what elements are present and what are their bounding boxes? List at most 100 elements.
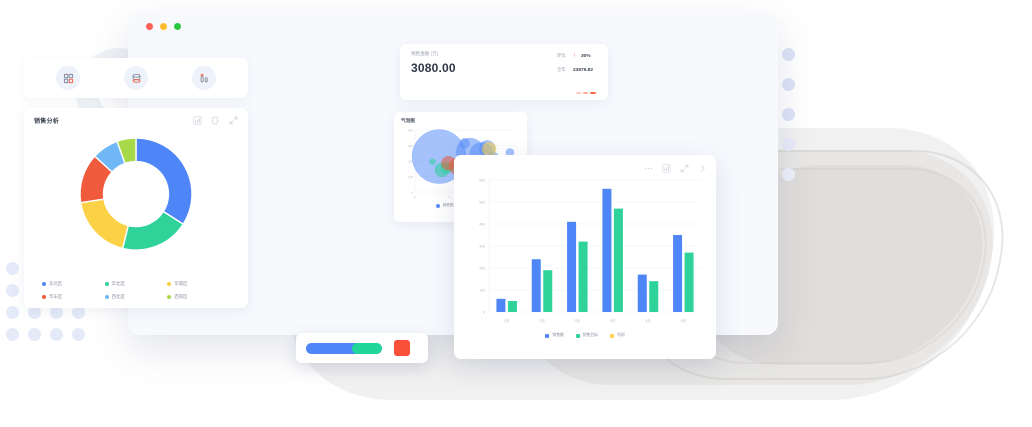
legend-swatch (575, 333, 580, 338)
legend-label: 东北区 (49, 281, 63, 286)
y-axis-tick: 0 (483, 311, 485, 315)
window-titlebar (128, 12, 778, 40)
progress-toggle[interactable] (306, 342, 382, 354)
bubble-chart-title: 气泡图 (401, 118, 415, 123)
mobile-preview-icon[interactable] (211, 116, 220, 125)
legend-swatch (435, 203, 440, 208)
y-axis-tick: 40k (479, 223, 485, 227)
y-axis-tick: 200 (408, 159, 413, 163)
toolbar-card (24, 58, 248, 98)
legend-label: 利润 (616, 333, 625, 337)
kpi-row-key: 全年 (556, 67, 566, 72)
legend-item[interactable]: 销售目标 (575, 333, 598, 338)
bar-rect[interactable] (507, 301, 517, 312)
bar-chart-icon-button[interactable] (192, 66, 216, 90)
bar-rect[interactable] (567, 221, 577, 312)
y-axis-tick: 400 (408, 128, 413, 132)
x-axis-tick: 2月 (539, 318, 545, 323)
legend-swatch (609, 333, 614, 338)
window-maximize-dot[interactable] (174, 22, 181, 30)
bar-rect[interactable] (684, 252, 694, 312)
y-axis-tick: 100 (408, 175, 413, 179)
x-axis-tick: 3月 (575, 318, 581, 323)
bar-rect[interactable] (673, 235, 683, 312)
legend-label: 华东区 (49, 294, 63, 299)
bar-chart-svg: 0 10k 20k 30k 40k 50k 60k 1月 2月 3月 4月 5月 6月 (479, 179, 701, 323)
legend-label: 销售额 (552, 333, 564, 337)
window-minimize-dot[interactable] (160, 22, 167, 30)
y-axis-tick: 20k (479, 267, 485, 271)
legend-label: 销售额 (442, 203, 454, 207)
legend-item[interactable]: 西南区 (167, 294, 230, 300)
kpi-row: 全年 23879.82 (557, 67, 593, 73)
legend-swatch (545, 333, 550, 338)
donut-chart (34, 129, 238, 259)
bar-rect[interactable] (531, 259, 541, 312)
bar-card-actions (463, 162, 707, 174)
dashboard-grid-icon-button[interactable] (56, 66, 80, 90)
legend-swatch (167, 282, 172, 286)
playback-control-bar (296, 333, 428, 363)
kpi-card: 销售金额 (万) 3080.00 环比 ↑ 30% 全年 23879.82 (400, 44, 608, 100)
bar-rect[interactable] (543, 270, 553, 312)
sales-card-actions (193, 116, 238, 125)
legend-item[interactable]: 华东区 (42, 294, 105, 300)
bar-chart-legend: 销售额 销售目标 利润 (463, 333, 707, 338)
bar-rect[interactable] (496, 298, 506, 312)
y-axis-tick: 0 (411, 190, 413, 194)
donut-slice[interactable] (116, 137, 137, 165)
bar-rect[interactable] (637, 274, 647, 312)
kpi-sparkline (576, 92, 596, 94)
legend-swatch (104, 295, 109, 299)
legend-label: 西南区 (174, 294, 188, 299)
expand-icon[interactable] (680, 164, 689, 173)
legend-swatch (42, 282, 46, 286)
kpi-row-value: 23879.82 (572, 67, 593, 73)
bar-rect[interactable] (649, 281, 659, 312)
legend-item[interactable]: 华南区 (167, 281, 230, 287)
legend-item[interactable]: 华北区 (104, 281, 168, 287)
bubble-point[interactable] (429, 158, 436, 165)
bar-chart-icon[interactable] (662, 164, 671, 173)
bar-rect[interactable] (602, 188, 612, 312)
legend-swatch (167, 295, 172, 299)
legend-item[interactable]: 西北区 (104, 294, 168, 300)
donut-slice[interactable] (79, 198, 130, 250)
donut-chart-svg (79, 137, 193, 251)
sales-card-title: 销售分析 (34, 119, 60, 125)
kpi-label: 销售金额 (万) (411, 51, 439, 56)
kpi-row: 环比 ↑ 30% (557, 53, 593, 59)
next-icon[interactable] (698, 164, 707, 173)
legend-item[interactable]: 销售额 (435, 203, 454, 208)
kpi-metrics: 环比 ↑ 30% 全年 23879.82 (557, 51, 597, 93)
trend-up-icon: ↑ (572, 53, 576, 59)
y-axis-tick: 50k (479, 201, 485, 205)
donut-legend: 东北区 华北区 华南区华东区 西北区 西南区 (24, 281, 248, 300)
legend-item[interactable]: 销售额 (545, 333, 564, 338)
legend-swatch (42, 295, 46, 299)
database-layers-icon-button[interactable] (124, 66, 148, 90)
sales-analysis-card: 销售分析 (24, 108, 248, 308)
x-axis-tick: 0 (414, 195, 416, 199)
x-axis-tick: 1月 (504, 318, 510, 323)
kpi-row-value: 30% (580, 53, 591, 59)
window-close-dot[interactable] (146, 22, 153, 30)
x-axis-tick: 6月 (681, 318, 687, 323)
legend-label: 销售目标 (582, 333, 598, 337)
more-icon[interactable] (644, 164, 653, 173)
x-axis-tick: 1 (448, 195, 450, 199)
expand-icon[interactable] (229, 116, 238, 125)
side-dots-decoration (782, 48, 795, 181)
legend-label: 华北区 (111, 281, 125, 286)
y-axis-tick: 60k (479, 179, 485, 183)
bar-chart-icon[interactable] (193, 116, 202, 125)
kpi-row-key: 环比 (556, 53, 566, 58)
kpi-value: 3080.00 (411, 61, 456, 75)
bar-rect[interactable] (578, 241, 588, 312)
kpi-primary: 销售金额 (万) 3080.00 (411, 51, 456, 93)
legend-item[interactable]: 利润 (609, 333, 625, 338)
bar-rect[interactable] (613, 208, 623, 312)
donut-slice[interactable] (135, 137, 193, 226)
stop-button[interactable] (394, 340, 410, 356)
legend-item[interactable]: 东北区 (42, 281, 105, 287)
